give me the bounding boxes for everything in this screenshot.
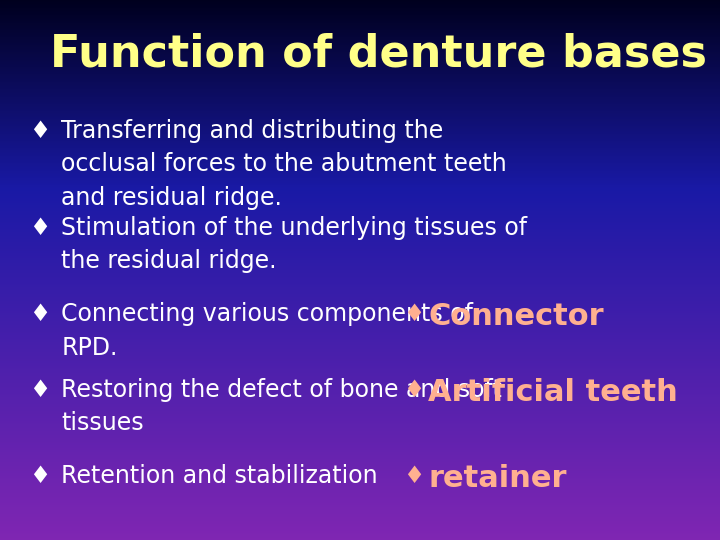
Text: Stimulation of the underlying tissues of: Stimulation of the underlying tissues of <box>61 216 527 240</box>
Text: the residual ridge.: the residual ridge. <box>61 249 276 273</box>
Text: ♦: ♦ <box>29 216 50 240</box>
Text: ♦: ♦ <box>29 119 50 143</box>
Text: Connector: Connector <box>428 302 604 332</box>
Text: Transferring and distributing the: Transferring and distributing the <box>61 119 444 143</box>
Text: ♦: ♦ <box>29 378 50 402</box>
Text: ♦: ♦ <box>403 464 424 488</box>
Text: Connecting various components of: Connecting various components of <box>61 302 473 326</box>
Text: Restoring the defect of bone and soft: Restoring the defect of bone and soft <box>61 378 502 402</box>
Text: ♦: ♦ <box>29 302 50 326</box>
Text: ♦: ♦ <box>403 378 424 402</box>
Text: RPD.: RPD. <box>61 336 117 360</box>
Text: occlusal forces to the abutment teeth: occlusal forces to the abutment teeth <box>61 152 507 176</box>
Text: Function of denture bases: Function of denture bases <box>50 32 707 76</box>
Text: ♦: ♦ <box>403 302 424 326</box>
Text: tissues: tissues <box>61 411 144 435</box>
Text: Artificial teeth: Artificial teeth <box>428 378 678 407</box>
Text: Retention and stabilization: Retention and stabilization <box>61 464 378 488</box>
Text: ♦: ♦ <box>29 464 50 488</box>
Text: and residual ridge.: and residual ridge. <box>61 186 282 210</box>
Text: retainer: retainer <box>428 464 567 494</box>
